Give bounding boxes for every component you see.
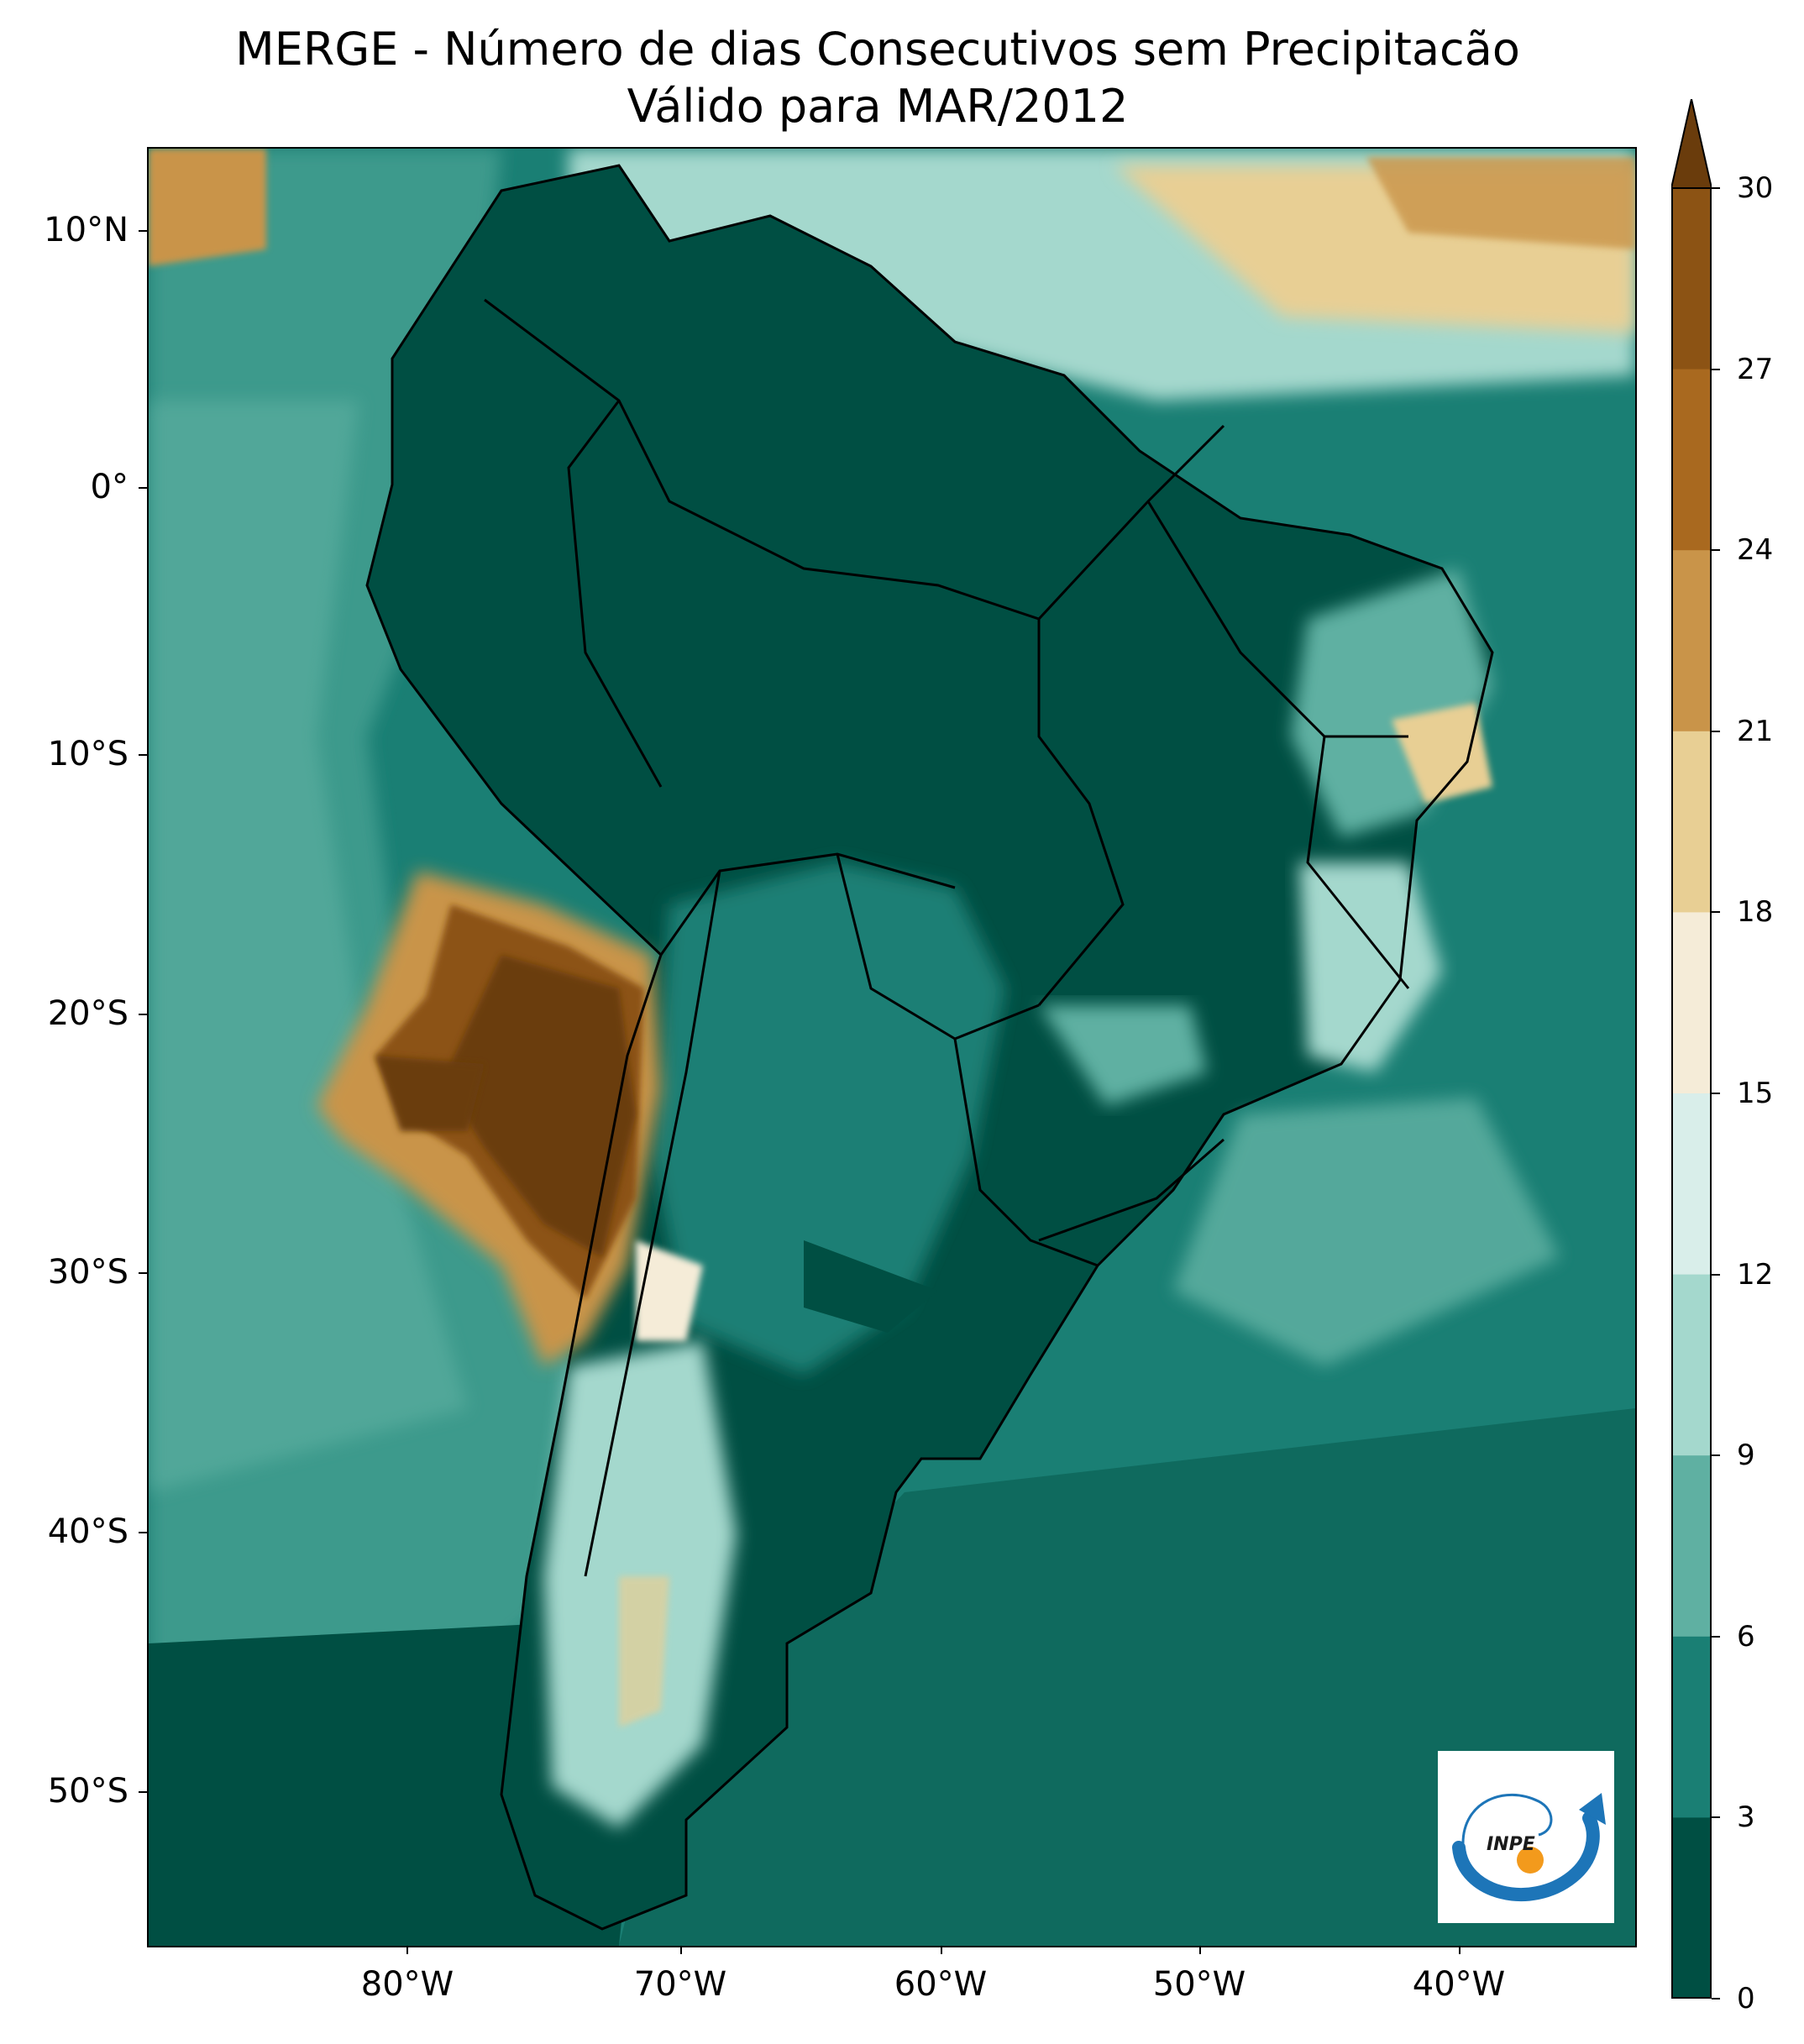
lon-label-70W: 70°W bbox=[633, 1965, 727, 2004]
lat-tick bbox=[139, 1014, 147, 1015]
colorbar-frame bbox=[1671, 187, 1712, 1999]
lat-tick bbox=[139, 1532, 147, 1533]
lat-label-20S: 20°S bbox=[47, 994, 128, 1033]
colorbar-label: 12 bbox=[1737, 1257, 1774, 1292]
precipitation-map bbox=[147, 147, 1637, 1947]
lat-label-10S: 10°S bbox=[47, 735, 128, 773]
lat-tick bbox=[139, 230, 147, 232]
lon-tick bbox=[1459, 1946, 1461, 1954]
colorbar-tick bbox=[1712, 911, 1720, 914]
colorbar-extend-arrow bbox=[1671, 99, 1712, 189]
colorbar-segment bbox=[1671, 550, 1712, 732]
colorbar-label: 30 bbox=[1737, 171, 1774, 205]
colorbar-segment bbox=[1671, 1636, 1712, 1818]
colorbar-label: 15 bbox=[1737, 1077, 1774, 1110]
inpe-logo: INPE bbox=[1438, 1751, 1614, 1923]
lon-label-80W: 80°W bbox=[360, 1965, 454, 2004]
lat-label-40S: 40°S bbox=[47, 1512, 128, 1551]
map-title: MERGE - Número de dias Consecutivos sem … bbox=[235, 23, 1520, 76]
colorbar-label: 0 bbox=[1737, 1982, 1755, 2015]
map-subtitle: Válido para MAR/2012 bbox=[627, 80, 1129, 133]
logo-text: INPE bbox=[1487, 1834, 1535, 1855]
colorbar-tick bbox=[1712, 1273, 1720, 1276]
colorbar-label: 18 bbox=[1737, 895, 1774, 930]
colorbar-label: 27 bbox=[1737, 352, 1774, 386]
colorbar-segment bbox=[1671, 912, 1712, 1094]
colorbar-label: 24 bbox=[1737, 533, 1774, 568]
lon-label-40W: 40°W bbox=[1412, 1965, 1506, 2004]
lon-tick bbox=[406, 1946, 408, 1954]
colorbar-segment bbox=[1671, 731, 1712, 913]
colorbar-label: 6 bbox=[1737, 1619, 1755, 1654]
colorbar-tick bbox=[1712, 368, 1720, 370]
lat-tick bbox=[139, 754, 147, 756]
colorbar-tick bbox=[1712, 549, 1720, 552]
lat-label-30S: 30°S bbox=[47, 1253, 128, 1292]
colorbar-label: 9 bbox=[1737, 1439, 1755, 1473]
lat-label-50S: 50°S bbox=[47, 1772, 128, 1811]
lat-tick bbox=[139, 487, 147, 489]
country-borders bbox=[365, 164, 1494, 1931]
colorbar-label: 3 bbox=[1737, 1800, 1755, 1835]
colorbar-segment bbox=[1671, 188, 1712, 370]
colorbar-tick bbox=[1712, 1635, 1720, 1638]
map-canvas bbox=[149, 149, 1635, 1946]
colorbar-tick bbox=[1712, 1816, 1720, 1819]
lat-label-10N: 10°N bbox=[44, 211, 128, 249]
colorbar-tick bbox=[1712, 1454, 1720, 1457]
lon-label-60W: 60°W bbox=[894, 1965, 988, 2004]
colorbar-segment bbox=[1671, 1274, 1712, 1456]
lat-label-0: 0° bbox=[90, 468, 128, 506]
colorbar bbox=[1671, 99, 1712, 1999]
lon-label-50W: 50°W bbox=[1152, 1965, 1246, 2004]
colorbar-label: 21 bbox=[1737, 714, 1774, 748]
colorbar-tick bbox=[1712, 1998, 1720, 1999]
colorbar-tick bbox=[1712, 187, 1720, 189]
colorbar-segment bbox=[1671, 369, 1712, 551]
colorbar-tick bbox=[1712, 1093, 1720, 1094]
lat-tick bbox=[139, 1272, 147, 1274]
lon-tick bbox=[941, 1946, 942, 1954]
colorbar-segment bbox=[1671, 1817, 1712, 1999]
lat-tick bbox=[139, 1791, 147, 1793]
colorbar-segment bbox=[1671, 1455, 1712, 1638]
colorbar-segment bbox=[1671, 1093, 1712, 1276]
colorbar-tick bbox=[1712, 730, 1720, 732]
lon-tick bbox=[680, 1946, 682, 1954]
lon-tick bbox=[1199, 1946, 1201, 1954]
